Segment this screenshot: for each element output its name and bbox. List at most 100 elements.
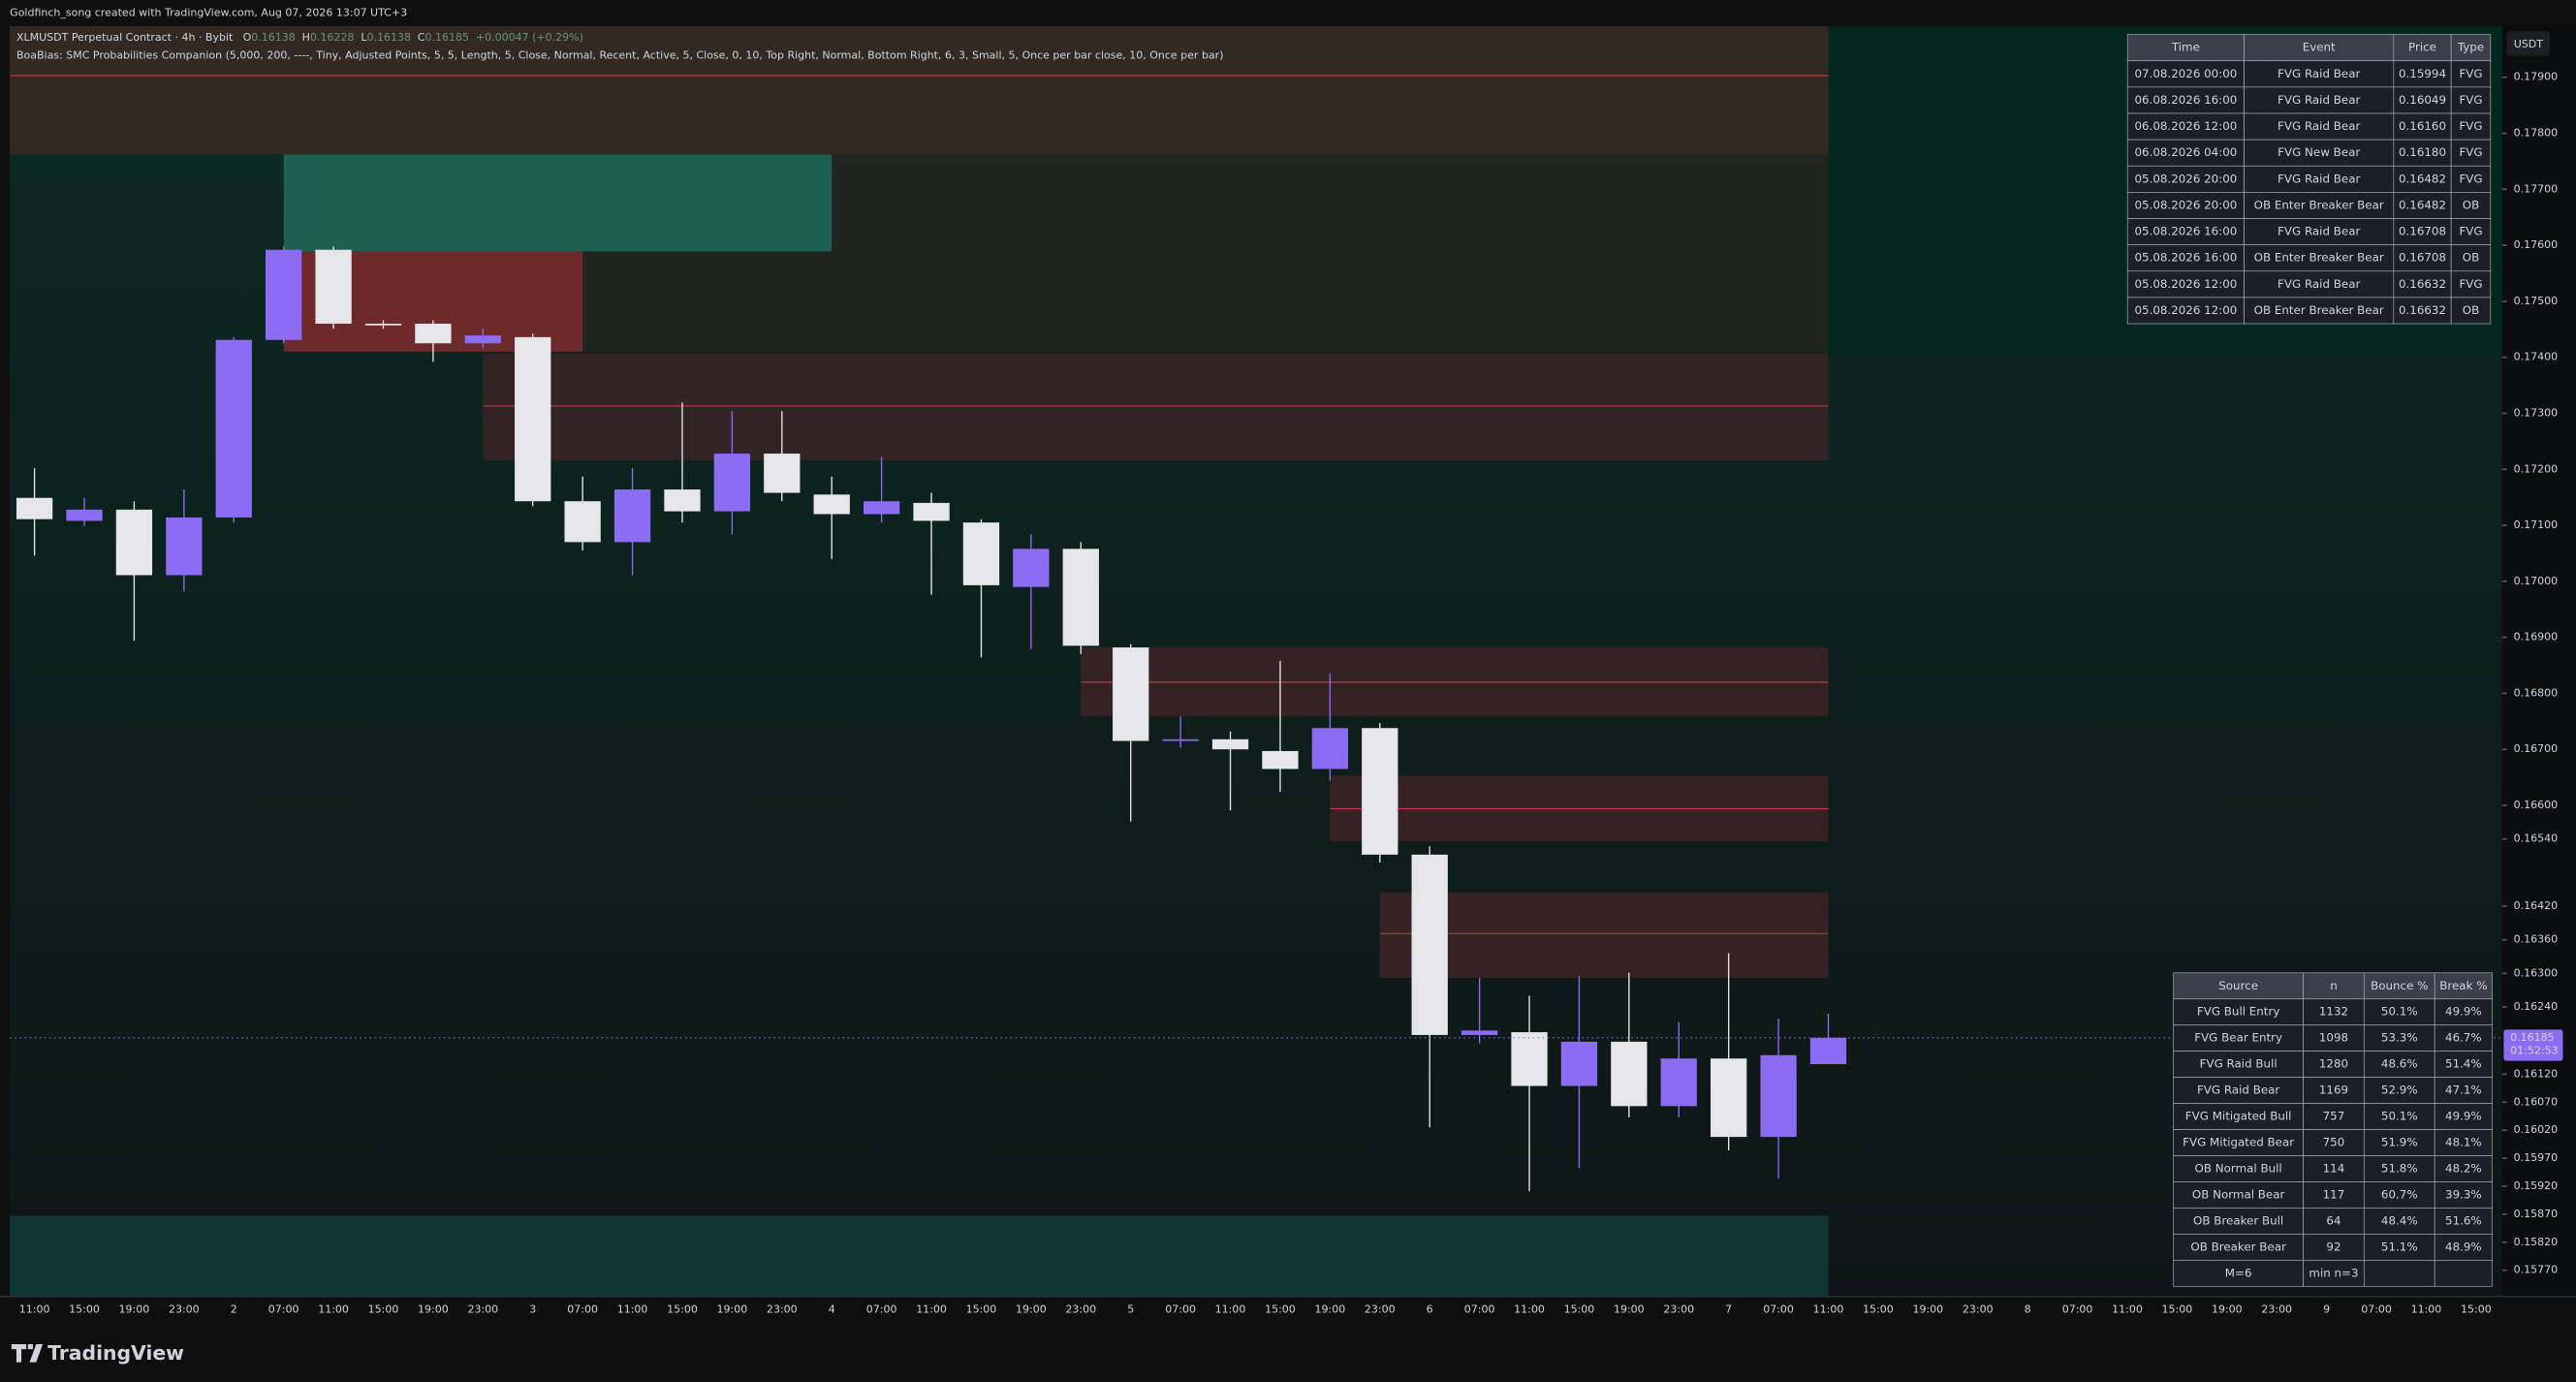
open-value: 0.16138 (251, 31, 295, 44)
x-tick-label: 23:00 (467, 1303, 498, 1315)
y-tick-label: 0.16300 (2514, 966, 2558, 979)
table-text: 64 (2326, 1213, 2340, 1227)
table-cell (2450, 112, 2492, 141)
table-cell (2363, 1155, 2435, 1182)
x-tick-label: 07:00 (567, 1303, 598, 1315)
table-cell (2393, 165, 2452, 193)
y-tick-label: 0.17900 (2514, 71, 2558, 83)
table-cell (2173, 1181, 2304, 1209)
table-cell (2244, 297, 2395, 325)
zone (9, 26, 1829, 155)
x-tick-label: 5 (1127, 1303, 1134, 1315)
candle-body (1560, 1041, 1598, 1086)
x-tick-label: 07:00 (1763, 1303, 1794, 1315)
y-tick-label: 0.16420 (2514, 899, 2558, 912)
table-text: 1132 (2319, 1005, 2348, 1019)
table-header: n (2330, 979, 2338, 992)
candle-body (613, 489, 651, 543)
currency[interactable]: USDT (2514, 38, 2544, 50)
table-cell (2393, 60, 2452, 88)
currency-box[interactable] (2506, 31, 2550, 56)
table-text: FVG (2459, 67, 2482, 80)
candle-body (1611, 1041, 1648, 1107)
table-text: 0.16482 (2399, 198, 2446, 211)
table-header: Bounce % (2371, 979, 2428, 992)
table-cell (2303, 1051, 2365, 1078)
table-text: 48.4% (2381, 1213, 2418, 1227)
candle-body (564, 501, 601, 543)
x-tick-label: 15:00 (2162, 1303, 2193, 1315)
x-tick-label: 11:00 (1215, 1303, 1246, 1315)
table-text: 49.9% (2445, 1110, 2482, 1123)
candle-body (166, 517, 203, 576)
table-text: FVG Raid Bear (2278, 277, 2360, 291)
zones (9, 26, 1829, 1297)
table-text: 06.08.2026 16:00 (2134, 93, 2237, 107)
x-tick-label: 19:00 (1016, 1303, 1047, 1315)
indicator-line: BoaBias: SMC Probabilities Companion (5,… (16, 49, 1224, 62)
x-tick-label: 19:00 (119, 1303, 150, 1315)
table-text: 117 (2323, 1187, 2345, 1201)
table-text: OB (2463, 251, 2479, 265)
candle-body (1711, 1058, 1747, 1138)
table-cell (2126, 244, 2245, 272)
countdown: 01:52:53 (2510, 1044, 2558, 1056)
table-cell (2244, 86, 2395, 114)
candle-body (1013, 549, 1050, 587)
y-tick-label: 0.17500 (2514, 295, 2558, 307)
candle-body (962, 522, 1000, 585)
x-tick-label: 11:00 (2112, 1303, 2143, 1315)
candle-body (1660, 1058, 1697, 1107)
table-cell (2303, 1129, 2365, 1156)
table-text: FVG Raid Bear (2278, 119, 2360, 133)
table-text: 51.9% (2381, 1136, 2418, 1149)
candle-body (764, 454, 801, 493)
table-text: 51.4% (2445, 1057, 2482, 1071)
y-tick-label: 0.16360 (2514, 933, 2558, 946)
x-tick-label: 19:00 (2212, 1303, 2243, 1315)
table-text: 50.1% (2381, 1110, 2418, 1123)
table-cell (2173, 1024, 2304, 1052)
table-text: 48.1% (2445, 1136, 2482, 1149)
table-cell (2244, 139, 2395, 167)
logo: TradingView (11, 1341, 184, 1365)
table-text: 05.08.2026 12:00 (2134, 277, 2237, 291)
last-price-label: 0.16185 (2510, 1031, 2554, 1044)
candle-body (664, 489, 701, 512)
x-tick-label: 07:00 (2361, 1303, 2392, 1315)
zone (483, 353, 1829, 461)
zone (9, 1215, 1829, 1297)
zone (1379, 892, 1829, 978)
candle-body (215, 339, 252, 518)
table-cell (2303, 1103, 2365, 1130)
table-text: FVG (2459, 277, 2482, 291)
table-cell (2303, 1234, 2365, 1261)
table-cell (2450, 165, 2492, 193)
x-tick-label: 11:00 (1813, 1303, 1844, 1315)
table-text: 114 (2323, 1161, 2345, 1175)
table-cell (2244, 165, 2395, 193)
table-text: OB (2463, 303, 2479, 317)
table-header: Price (2408, 41, 2436, 54)
y-tick-label: 0.17800 (2514, 127, 2558, 140)
x-tick-label: 23:00 (1963, 1303, 1994, 1315)
table-text: OB Breaker Bull (2193, 1213, 2283, 1227)
x-tick-label: 11:00 (2411, 1303, 2442, 1315)
table-text: 05.08.2026 16:00 (2134, 225, 2237, 238)
x-tick-label: 07:00 (1165, 1303, 1196, 1315)
axes: 0.17900 0.17800 0.17700 0.17600 0.17500 0.174… (0, 71, 2576, 1315)
x-tick-label: 8 (2025, 1303, 2031, 1315)
table-footer-cell (2363, 1260, 2435, 1287)
x-tick-label: 07:00 (866, 1303, 897, 1315)
table-footer-cell (2173, 1260, 2304, 1287)
table-cell (2173, 1051, 2304, 1078)
open-letter: O (243, 31, 252, 44)
table-text: 50.1% (2381, 1005, 2418, 1019)
table-cell (2393, 244, 2452, 272)
y-tick-label: 0.16020 (2514, 1123, 2558, 1136)
price-axis-background (2501, 26, 2576, 1297)
y-tick-label: 0.17000 (2514, 575, 2558, 587)
table-header-cell (2450, 34, 2492, 62)
candle-body (66, 509, 103, 521)
